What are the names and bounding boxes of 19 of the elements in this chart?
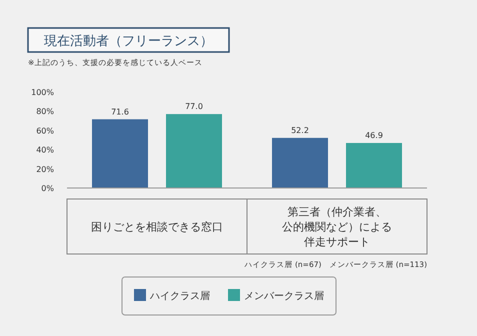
legend-label: ハイクラス層 xyxy=(149,291,210,302)
y-tick-label: 60% xyxy=(36,126,54,136)
x-tick-label: 困りごとを相談できる窓口 xyxy=(91,220,223,234)
y-tick-label: 80% xyxy=(36,107,54,116)
text: 52.2 xyxy=(291,126,309,135)
chart-title: 現在活動者（フリーランス） xyxy=(44,34,213,49)
text: 46.9 xyxy=(365,130,383,140)
text: 71.6 xyxy=(111,107,129,116)
legend-label: メンバークラス層 xyxy=(244,291,324,302)
bar xyxy=(92,119,148,188)
bar xyxy=(166,114,222,188)
bar xyxy=(272,138,328,188)
y-tick-label: 40% xyxy=(36,146,54,155)
x-tick-label: 第三者（仲介業者、公的機関など）による伴走サポート xyxy=(282,206,392,248)
y-tick-label: 0% xyxy=(41,184,54,193)
text: 77.0 xyxy=(185,102,203,112)
y-tick-label: 100% xyxy=(31,88,54,97)
y-tick-label: 20% xyxy=(36,164,54,174)
bar xyxy=(346,142,402,188)
